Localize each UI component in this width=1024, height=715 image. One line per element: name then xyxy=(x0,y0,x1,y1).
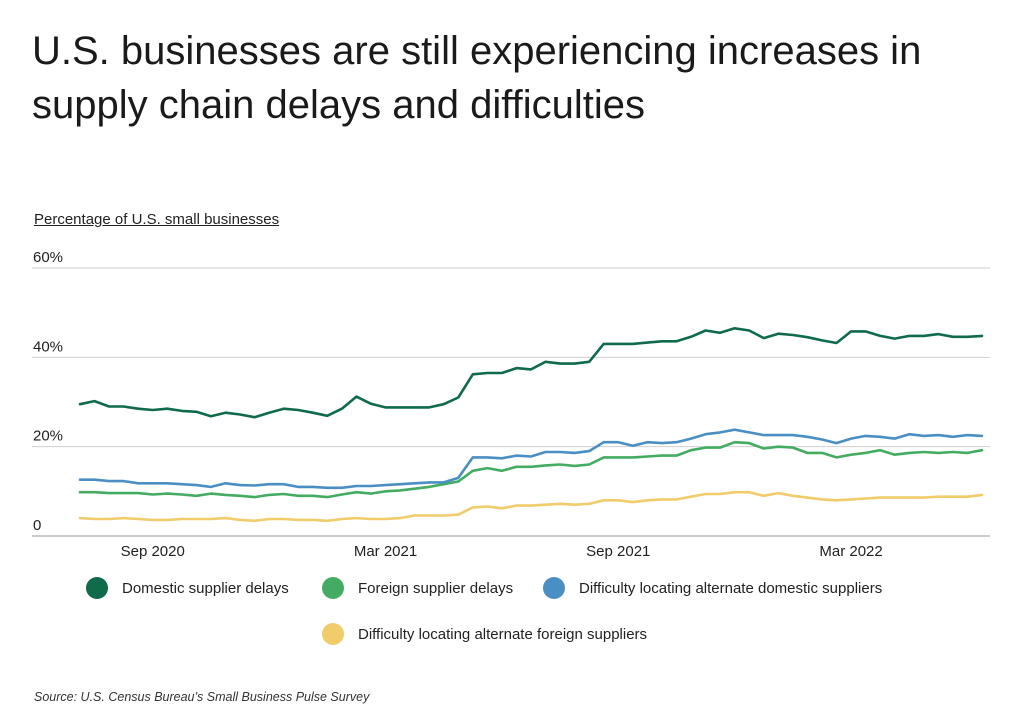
series-lines xyxy=(78,326,984,523)
legend-label-0: Domestic supplier delays xyxy=(122,579,289,597)
y-tick-label-3: 60% xyxy=(33,249,63,266)
series-line-1 xyxy=(78,440,984,499)
series-line-2 xyxy=(78,428,984,490)
chart-title: U.S. businesses are still experiencing i… xyxy=(32,29,922,127)
y-tick-label-0: 0 xyxy=(33,517,41,534)
legend-item-1: Foreign supplier delays xyxy=(322,577,513,599)
legend-item-2: Difficulty locating alternate domestic s… xyxy=(543,577,882,599)
series-line-3 xyxy=(78,490,984,523)
legend-swatch-3 xyxy=(322,623,344,645)
legend-label-3: Difficulty locating alternate foreign su… xyxy=(358,625,648,643)
legend-swatch-0 xyxy=(86,577,108,599)
y-axis-label: Percentage of U.S. small businesses xyxy=(34,211,280,228)
series-line-0 xyxy=(78,326,984,419)
y-tick-label-1: 20% xyxy=(33,428,63,445)
grid-lines xyxy=(32,267,990,537)
legend-label-2: Difficulty locating alternate domestic s… xyxy=(579,579,883,597)
y-tick-label-2: 40% xyxy=(33,338,63,355)
legend-swatch-2 xyxy=(543,577,565,599)
x-tick-label-1: Mar 2021 xyxy=(354,543,417,560)
x-tick-label-2: Sep 2021 xyxy=(586,543,650,560)
y-tick-labels: 0 20% 40% 60% xyxy=(33,249,63,534)
legend-item-0: Domestic supplier delays xyxy=(86,577,289,599)
source-note: Source: U.S. Census Bureau’s Small Busin… xyxy=(34,690,370,704)
legend-label-1: Foreign supplier delays xyxy=(358,579,514,597)
legend-item-3: Difficulty locating alternate foreign su… xyxy=(322,623,647,645)
x-tick-label-0: Sep 2020 xyxy=(121,543,185,560)
legend-swatch-1 xyxy=(322,577,344,599)
x-tick-labels: Sep 2020 Mar 2021 Sep 2021 Mar 2022 xyxy=(121,543,883,560)
x-tick-label-3: Mar 2022 xyxy=(819,543,882,560)
